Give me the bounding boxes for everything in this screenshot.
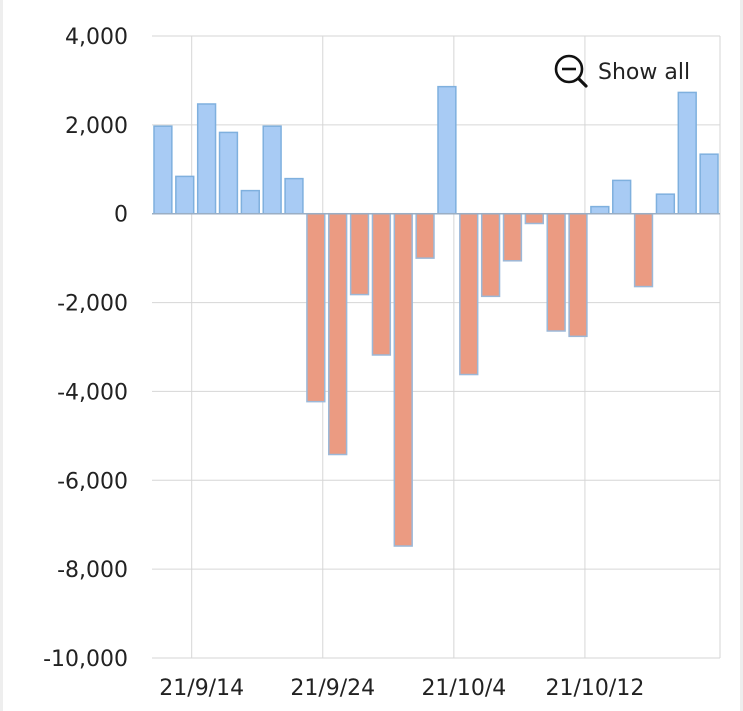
bar[interactable] bbox=[568, 212, 588, 338]
bars bbox=[153, 85, 719, 547]
y-tick-label: -4,000 bbox=[57, 380, 128, 405]
bar[interactable] bbox=[677, 91, 697, 215]
bar[interactable] bbox=[699, 153, 719, 215]
y-tick-label: 4,000 bbox=[65, 25, 128, 50]
right-border bbox=[740, 0, 743, 711]
y-tick-label: -10,000 bbox=[43, 647, 128, 672]
bar[interactable] bbox=[590, 205, 610, 215]
bar[interactable] bbox=[633, 212, 654, 288]
bar[interactable] bbox=[459, 212, 479, 376]
bar[interactable] bbox=[328, 212, 348, 456]
bar[interactable] bbox=[284, 177, 304, 215]
bar[interactable] bbox=[393, 212, 413, 547]
show-all-button[interactable]: Show all bbox=[552, 52, 690, 92]
y-tick-label: 2,000 bbox=[65, 114, 128, 139]
bar[interactable] bbox=[415, 212, 435, 259]
left-border bbox=[0, 0, 3, 711]
y-tick-label: -6,000 bbox=[57, 469, 128, 494]
bar[interactable] bbox=[612, 179, 632, 215]
bar[interactable] bbox=[546, 212, 566, 332]
bar[interactable] bbox=[196, 103, 217, 215]
bar[interactable] bbox=[175, 175, 195, 215]
bar[interactable] bbox=[153, 125, 173, 215]
x-tick-label: 21/10/4 bbox=[421, 676, 506, 701]
bar[interactable] bbox=[349, 212, 370, 296]
x-tick-label: 21/9/24 bbox=[290, 676, 375, 701]
x-tick-label: 21/9/14 bbox=[159, 676, 244, 701]
tick-labels: 4,000 2,000 0 -2,000 -4,000 -6,000 -8,000 -10,0… bbox=[43, 25, 644, 701]
grid bbox=[152, 35, 721, 659]
bar[interactable] bbox=[480, 212, 501, 298]
y-tick-label: 0 bbox=[114, 203, 128, 228]
bar[interactable] bbox=[502, 212, 523, 262]
bar[interactable] bbox=[655, 193, 676, 215]
zoom-out-icon bbox=[554, 54, 588, 88]
bar[interactable] bbox=[371, 212, 392, 356]
y-tick-label: -2,000 bbox=[57, 292, 128, 317]
bar[interactable] bbox=[218, 131, 239, 215]
x-tick-label: 21/10/12 bbox=[546, 676, 645, 701]
bar[interactable] bbox=[240, 189, 260, 215]
y-tick-label: -8,000 bbox=[57, 558, 128, 583]
bar[interactable] bbox=[437, 85, 457, 215]
bar[interactable] bbox=[262, 125, 282, 215]
bar[interactable] bbox=[306, 212, 326, 403]
bar[interactable] bbox=[524, 212, 544, 225]
show-all-label: Show all bbox=[598, 59, 691, 85]
